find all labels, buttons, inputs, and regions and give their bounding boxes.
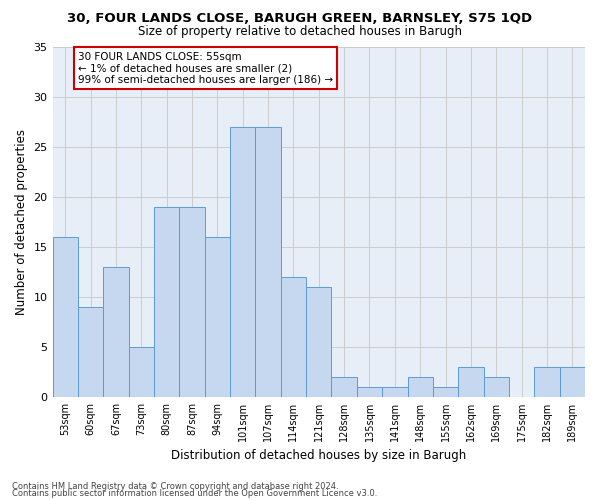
Text: 30, FOUR LANDS CLOSE, BARUGH GREEN, BARNSLEY, S75 1QD: 30, FOUR LANDS CLOSE, BARUGH GREEN, BARN… [67, 12, 533, 26]
Bar [534, 367, 560, 397]
Bar [433, 387, 458, 397]
Bar [407, 377, 433, 397]
Bar [256, 126, 281, 397]
Bar [78, 307, 103, 397]
Bar [281, 277, 306, 397]
X-axis label: Distribution of detached houses by size in Barugh: Distribution of detached houses by size … [171, 450, 466, 462]
Bar [179, 206, 205, 397]
Bar [53, 236, 78, 397]
Text: Contains HM Land Registry data © Crown copyright and database right 2024.: Contains HM Land Registry data © Crown c… [12, 482, 338, 491]
Text: 30 FOUR LANDS CLOSE: 55sqm
← 1% of detached houses are smaller (2)
99% of semi-d: 30 FOUR LANDS CLOSE: 55sqm ← 1% of detac… [78, 52, 333, 84]
Bar [230, 126, 256, 397]
Bar [154, 206, 179, 397]
Text: Contains public sector information licensed under the Open Government Licence v3: Contains public sector information licen… [12, 490, 377, 498]
Text: Size of property relative to detached houses in Barugh: Size of property relative to detached ho… [138, 25, 462, 38]
Bar [103, 267, 128, 397]
Bar [331, 377, 357, 397]
Bar [382, 387, 407, 397]
Bar [128, 347, 154, 397]
Bar [560, 367, 585, 397]
Bar [205, 236, 230, 397]
Bar [306, 287, 331, 397]
Bar [484, 377, 509, 397]
Y-axis label: Number of detached properties: Number of detached properties [15, 128, 28, 314]
Bar [458, 367, 484, 397]
Bar [357, 387, 382, 397]
